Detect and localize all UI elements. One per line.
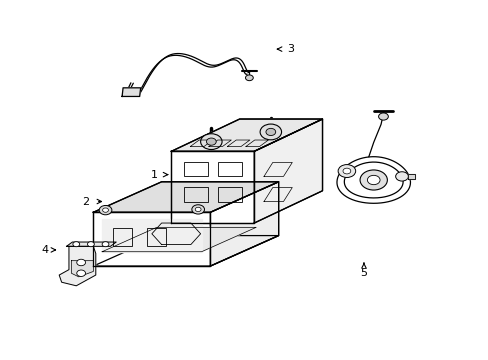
Polygon shape xyxy=(93,235,278,266)
Circle shape xyxy=(265,129,275,135)
Polygon shape xyxy=(407,174,414,179)
Circle shape xyxy=(366,175,379,185)
Polygon shape xyxy=(102,227,256,252)
Polygon shape xyxy=(71,261,93,277)
Circle shape xyxy=(191,205,204,214)
Circle shape xyxy=(102,242,109,247)
Circle shape xyxy=(87,242,94,247)
Circle shape xyxy=(395,172,407,181)
Polygon shape xyxy=(93,212,210,266)
Polygon shape xyxy=(93,182,278,212)
Circle shape xyxy=(378,113,387,120)
Circle shape xyxy=(73,242,80,247)
Circle shape xyxy=(99,206,112,215)
Polygon shape xyxy=(344,162,402,198)
Polygon shape xyxy=(122,88,141,96)
Circle shape xyxy=(342,168,350,174)
Bar xyxy=(183,162,207,176)
Text: 2: 2 xyxy=(82,197,89,207)
Polygon shape xyxy=(210,182,278,266)
Text: 3: 3 xyxy=(287,44,294,54)
Polygon shape xyxy=(171,151,254,223)
Circle shape xyxy=(195,207,201,212)
Text: 1: 1 xyxy=(150,170,158,180)
Circle shape xyxy=(77,259,85,266)
Bar xyxy=(217,162,242,176)
Text: 4: 4 xyxy=(41,245,48,255)
Circle shape xyxy=(102,208,108,212)
Circle shape xyxy=(200,134,222,149)
Polygon shape xyxy=(66,242,116,246)
Circle shape xyxy=(206,138,216,145)
Circle shape xyxy=(260,124,281,140)
Polygon shape xyxy=(59,246,96,286)
Circle shape xyxy=(359,170,386,190)
Polygon shape xyxy=(102,219,201,252)
Circle shape xyxy=(337,165,355,177)
Text: 5: 5 xyxy=(360,268,366,278)
Polygon shape xyxy=(171,119,322,151)
Bar xyxy=(183,187,207,202)
Circle shape xyxy=(77,270,85,276)
Bar xyxy=(217,187,242,202)
Polygon shape xyxy=(254,119,322,223)
Circle shape xyxy=(245,75,253,81)
